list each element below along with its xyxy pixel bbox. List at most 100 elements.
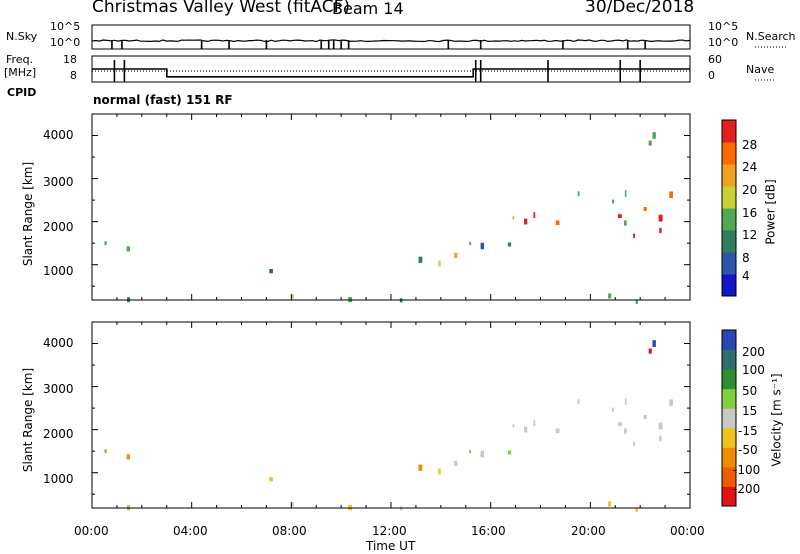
power-cell <box>512 216 515 220</box>
vel-cbar-tick-m100: -100 <box>733 463 761 477</box>
power-cell <box>126 246 131 252</box>
power-cell <box>524 218 528 225</box>
power-cbar-tick-16: 16 <box>742 206 758 220</box>
velocity-cell <box>290 502 294 507</box>
vel-cbar-tick-m50: -50 <box>738 443 758 457</box>
velocity-cell <box>624 428 627 434</box>
velocity-cell <box>624 398 627 405</box>
velocity-panel-frame <box>91 321 691 509</box>
power-cell <box>480 242 485 250</box>
power-colorbar-outline <box>721 119 737 297</box>
nsearch-label: N.Search <box>746 30 796 43</box>
power-cell <box>418 256 423 263</box>
power-cell <box>555 220 560 226</box>
power-cell <box>290 294 294 299</box>
axis-ticks <box>91 113 691 508</box>
power-ytick-1000: 1000 <box>43 264 74 278</box>
freq-tick-bottom: 8 <box>70 69 77 82</box>
power-ytick-3000: 3000 <box>43 175 74 189</box>
xaxis-label: Time UT <box>366 539 416 553</box>
vel-cbar-label: Velocity [m s⁻¹] <box>769 373 784 467</box>
velocity-cell <box>669 399 674 407</box>
power-colorbar-segment <box>722 120 736 143</box>
nave-tick-top: 60 <box>708 53 722 66</box>
power-cell <box>612 199 615 204</box>
power-cell <box>659 227 662 234</box>
nsky-tick-bottom: 10^0 <box>50 36 81 49</box>
power-cbar-tick-28: 28 <box>742 138 758 152</box>
velocity-cell <box>635 507 638 512</box>
timeseries-lines <box>91 39 786 82</box>
velocity-cell <box>418 464 423 471</box>
nsearch-tick-bottom: 10^0 <box>708 36 739 49</box>
power-colorbar-segment <box>722 274 736 297</box>
xtick-2: 08:00 <box>272 524 307 538</box>
vel-ylabel: Slant Range [km] <box>21 367 36 473</box>
power-cell <box>624 220 627 226</box>
velocity-cell <box>454 460 458 467</box>
velocity-colorbar-segment <box>722 388 736 409</box>
power-cbar-tick-4: 4 <box>742 269 750 283</box>
xtick-1: 04:00 <box>173 524 208 538</box>
velocity-colorbar <box>721 329 737 507</box>
power-cell <box>643 206 647 211</box>
velocity-colorbar-segment <box>722 408 736 429</box>
power-ylabel: Slant Range [km] <box>21 161 36 267</box>
power-cbar-tick-12: 12 <box>742 228 758 242</box>
beam-label: Beam 14 <box>332 0 404 18</box>
velocity-heatmap-cells <box>104 340 674 512</box>
freq-label: Freq. <box>6 53 34 66</box>
velocity-colorbar-segment <box>722 330 736 351</box>
velocity-cell <box>533 420 536 426</box>
power-cell <box>635 299 638 304</box>
date-label: 30/Dec/2018 <box>585 0 695 17</box>
velocity-colorbar-segment <box>722 486 736 507</box>
power-cell <box>618 214 622 219</box>
power-cell <box>507 242 512 247</box>
power-cell <box>454 252 458 259</box>
power-cbar-label: Power [dB] <box>763 179 778 245</box>
velocity-cell <box>612 407 615 412</box>
vel-ytick-4000: 4000 <box>43 336 74 350</box>
nsearch-tick-top: 10^5 <box>708 20 739 33</box>
power-cell <box>269 268 273 274</box>
vel-ytick-1000: 1000 <box>43 472 74 486</box>
power-heatmap-cells <box>104 132 674 304</box>
power-cell <box>577 191 580 197</box>
velocity-colorbar-segment <box>722 466 736 487</box>
power-cbar-tick-8: 8 <box>742 251 750 265</box>
velocity-cell <box>577 399 580 405</box>
vel-cbar-tick-200: 200 <box>742 345 765 359</box>
velocity-cell <box>104 449 107 454</box>
power-cell <box>648 140 652 146</box>
velocity-cell <box>608 501 612 507</box>
velocity-cell <box>438 468 441 475</box>
velocity-cell <box>633 441 636 446</box>
velocity-cell <box>269 476 273 482</box>
power-cell <box>608 293 612 299</box>
velocity-cell <box>524 426 528 433</box>
nsky-label: N.Sky <box>6 30 38 43</box>
velocity-colorbar-segment <box>722 369 736 390</box>
velocity-cell <box>469 449 472 454</box>
power-colorbar-segment <box>722 142 736 165</box>
power-cell <box>104 241 107 246</box>
cpid-value: normal (fast) 151 RF <box>93 93 233 107</box>
power-colorbar-segment <box>722 230 736 253</box>
station-title: Christmas Valley West (fitACF) <box>92 0 351 17</box>
velocity-cell <box>507 450 512 455</box>
velocity-cell <box>480 450 485 458</box>
velocity-cell <box>652 340 656 347</box>
power-cbar-tick-20: 20 <box>742 183 758 197</box>
velocity-cell <box>643 414 647 419</box>
freq-unit-label: [MHz] <box>4 66 37 79</box>
velocity-colorbar-outline <box>721 329 737 507</box>
vel-ytick-2000: 2000 <box>43 427 74 441</box>
vel-cbar-tick-50: 50 <box>742 384 758 398</box>
velocity-cell <box>618 422 622 427</box>
power-cell <box>438 260 441 267</box>
xtick-4: 16:00 <box>471 524 506 538</box>
xtick-5: 20:00 <box>571 524 606 538</box>
velocity-colorbar-segment <box>722 349 736 370</box>
velocity-colorbar-segment <box>722 447 736 468</box>
